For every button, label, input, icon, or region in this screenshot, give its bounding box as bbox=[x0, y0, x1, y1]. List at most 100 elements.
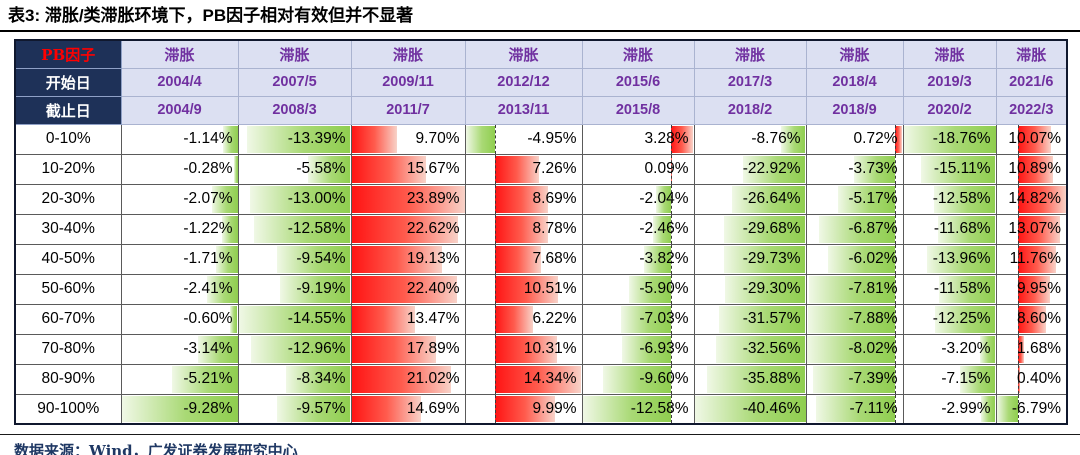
cell-value: -0.28% bbox=[183, 159, 233, 177]
data-bar bbox=[621, 305, 671, 333]
data-bar bbox=[1018, 185, 1066, 213]
data-bar bbox=[1018, 245, 1057, 273]
cell-value: -11.58% bbox=[933, 279, 991, 297]
cell-value: 14.69% bbox=[406, 399, 460, 417]
cell-value: -9.19% bbox=[296, 279, 346, 297]
end-date-cell: 2013/11 bbox=[464, 95, 583, 125]
table-header: PB因子 滞胀 滞胀 滞胀 滞胀 滞胀 滞胀 滞胀 滞胀 滞胀 开始日 2004/4 2007/5 200… bbox=[14, 39, 1068, 125]
data-bar bbox=[938, 275, 995, 303]
title-rule bbox=[0, 30, 1080, 32]
value-cell: -12.25% bbox=[902, 303, 997, 335]
table-row: 40-50% -1.71% -9.54% 19.13% 7.68% -3.82% -29.7… bbox=[14, 243, 1068, 275]
cell-value: -6.93% bbox=[639, 339, 689, 357]
data-bar bbox=[933, 185, 995, 213]
value-cell: 13.47% bbox=[350, 303, 466, 335]
value-cell: -13.39% bbox=[237, 123, 352, 155]
cell-value: 0.09% bbox=[644, 159, 689, 177]
value-cell: 7.26% bbox=[464, 153, 583, 185]
end-row-label: 截止日 bbox=[14, 95, 122, 125]
data-bar bbox=[352, 335, 437, 363]
cell-value: -9.28% bbox=[183, 399, 233, 417]
value-cell: 22.40% bbox=[350, 273, 466, 305]
value-cell: -3.73% bbox=[805, 153, 904, 185]
data-bar bbox=[935, 305, 995, 333]
data-bar bbox=[1018, 215, 1061, 243]
value-cell: -14.55% bbox=[237, 303, 352, 335]
cell-value: 8.78% bbox=[532, 219, 577, 237]
value-cell: -9.28% bbox=[120, 393, 239, 425]
data-bar bbox=[656, 185, 671, 213]
value-cell: -26.64% bbox=[693, 183, 807, 215]
table-row: 50-60% -2.41% -9.19% 22.40% 10.51% -5.90% -29.… bbox=[14, 273, 1068, 305]
data-bar bbox=[904, 125, 995, 153]
cell-value: -5.21% bbox=[183, 369, 233, 387]
decile-label-cell: 0-10% bbox=[14, 123, 122, 155]
value-cell: -2.07% bbox=[120, 183, 239, 215]
value-cell: 0.09% bbox=[581, 153, 695, 185]
cell-value: 11.76% bbox=[1009, 249, 1061, 267]
env-header-cell: 滞胀 bbox=[350, 39, 466, 69]
bar-axis-line bbox=[495, 395, 497, 423]
cell-value: -12.96% bbox=[287, 339, 346, 357]
cell-value: -8.76% bbox=[751, 129, 801, 147]
cell-value: -9.54% bbox=[296, 249, 346, 267]
data-bar bbox=[1018, 335, 1024, 363]
data-bar bbox=[495, 335, 558, 363]
data-bar bbox=[286, 365, 350, 393]
data-bar bbox=[716, 335, 805, 363]
start-date-cell: 2021/6 bbox=[995, 67, 1068, 97]
cell-value: -7.39% bbox=[848, 369, 898, 387]
data-bar bbox=[813, 365, 895, 393]
data-bar bbox=[352, 185, 464, 213]
value-cell: -3.20% bbox=[902, 333, 997, 365]
cell-value: -7.81% bbox=[848, 279, 898, 297]
cell-value: -0.60% bbox=[183, 309, 233, 327]
table-row: 20-30% -2.07% -13.00% 23.89% 8.69% -2.04% -26.… bbox=[14, 183, 1068, 215]
data-bar bbox=[781, 125, 805, 153]
data-bar bbox=[250, 185, 350, 213]
bar-axis-line bbox=[495, 125, 497, 153]
env-header-cell: 滞胀 bbox=[995, 39, 1068, 69]
data-bar bbox=[247, 125, 350, 153]
data-bar bbox=[622, 335, 671, 363]
data-bar bbox=[921, 155, 995, 183]
value-cell: -4.95% bbox=[464, 123, 583, 155]
bar-axis-line bbox=[670, 365, 672, 393]
data-bar bbox=[742, 155, 805, 183]
table-row: 30-40% -1.22% -12.58% 22.62% 8.78% -2.46% -29.… bbox=[14, 213, 1068, 245]
value-cell: -6.79% bbox=[995, 393, 1068, 425]
bar-axis-line bbox=[670, 125, 672, 153]
value-cell: 22.62% bbox=[350, 213, 466, 245]
bar-axis-line bbox=[1018, 155, 1020, 183]
cell-value: -6.02% bbox=[848, 249, 898, 267]
data-bar bbox=[216, 245, 237, 273]
value-cell: -40.46% bbox=[693, 393, 807, 425]
value-cell: -18.76% bbox=[902, 123, 997, 155]
value-cell: -6.87% bbox=[805, 213, 904, 245]
value-cell: -12.58% bbox=[902, 183, 997, 215]
value-cell: -11.58% bbox=[902, 273, 997, 305]
bar-axis-line bbox=[670, 305, 672, 333]
data-bar bbox=[307, 155, 350, 183]
bar-axis-line bbox=[1018, 395, 1020, 423]
value-cell: -5.21% bbox=[120, 363, 239, 395]
cell-value: -1.14% bbox=[183, 129, 233, 147]
decile-label-cell: 80-90% bbox=[14, 363, 122, 395]
bar-axis-line bbox=[670, 185, 672, 213]
data-bar bbox=[695, 395, 805, 422]
cell-value: 8.60% bbox=[1017, 309, 1061, 327]
cell-value: 9.99% bbox=[532, 399, 577, 417]
table-row: 60-70% -0.60% -14.55% 13.47% 6.22% -7.03% -31.… bbox=[14, 303, 1068, 335]
cell-value: 17.89% bbox=[406, 339, 460, 357]
cell-value: -1.71% bbox=[183, 249, 233, 267]
value-cell: 14.34% bbox=[464, 363, 583, 395]
bar-axis-line bbox=[495, 155, 497, 183]
data-bar bbox=[352, 215, 459, 243]
bar-axis-line bbox=[1018, 185, 1020, 213]
decile-label-cell: 20-30% bbox=[14, 183, 122, 215]
value-cell: -29.30% bbox=[693, 273, 807, 305]
cell-value: 13.07% bbox=[1008, 219, 1061, 237]
data-bar bbox=[828, 245, 895, 273]
value-cell: -0.28% bbox=[120, 153, 239, 185]
start-date-cell: 2007/5 bbox=[237, 67, 352, 97]
